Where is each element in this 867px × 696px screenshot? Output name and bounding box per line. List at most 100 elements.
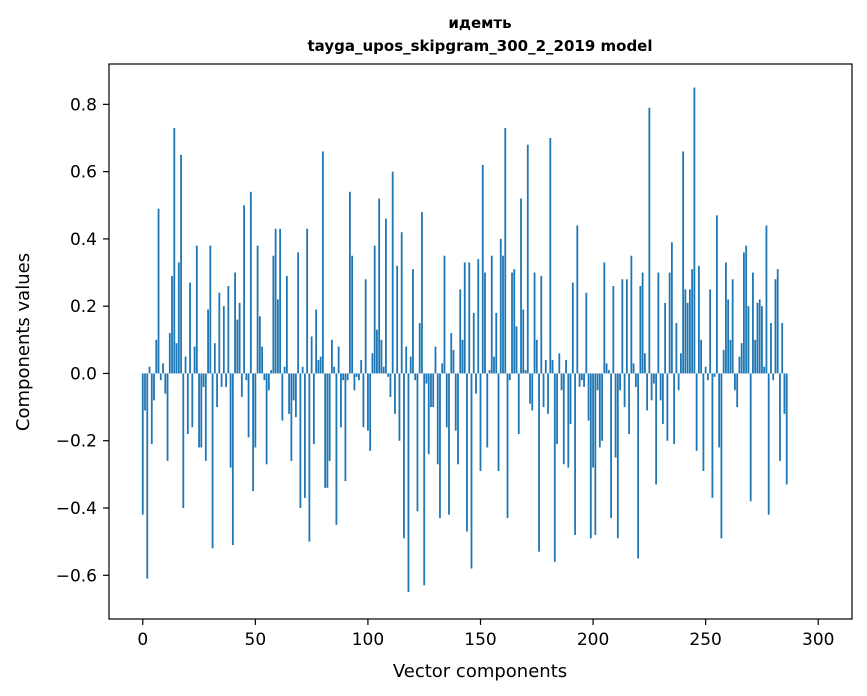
bar: [412, 269, 414, 374]
bar: [445, 373, 448, 428]
bar: [632, 363, 635, 374]
bar: [592, 373, 594, 468]
bar: [265, 373, 268, 465]
bar: [601, 373, 603, 441]
bar: [495, 312, 498, 374]
bar: [362, 373, 365, 428]
bar: [610, 373, 612, 519]
bar: [693, 87, 696, 374]
bar: [263, 373, 266, 381]
bar: [256, 245, 259, 374]
bar: [394, 373, 396, 414]
bar: [770, 323, 772, 374]
bar: [560, 373, 563, 391]
bar: [351, 255, 354, 374]
bar: [605, 363, 608, 374]
bar: [186, 373, 189, 434]
bar: [443, 255, 446, 374]
bar: [168, 333, 171, 374]
bar: [355, 373, 358, 377]
bar: [481, 164, 484, 374]
bar: [677, 373, 680, 391]
bar: [148, 366, 151, 374]
bar: [450, 333, 453, 374]
bar: [321, 151, 324, 374]
bar: [310, 336, 313, 374]
bar: [502, 255, 504, 374]
bar: [211, 373, 214, 549]
bar: [155, 339, 158, 374]
x-tick-label: 200: [577, 630, 609, 650]
bar: [382, 366, 385, 374]
y-tick-label: −0.6: [56, 566, 97, 586]
bar: [434, 346, 437, 374]
bar: [668, 272, 671, 374]
bar: [146, 373, 149, 579]
bar: [306, 228, 309, 374]
bar: [785, 373, 788, 485]
y-tick-label: 0.6: [70, 163, 97, 183]
bar: [380, 339, 383, 374]
bar: [274, 228, 277, 374]
bar: [249, 191, 252, 374]
bar: [707, 373, 709, 381]
bar: [272, 255, 275, 374]
bar: [409, 356, 412, 374]
bar: [414, 373, 417, 381]
bar: [664, 302, 667, 374]
y-tick-label: 0.0: [70, 364, 97, 384]
bar: [497, 373, 500, 471]
bar: [522, 309, 525, 374]
bar: [583, 373, 585, 387]
x-axis-label: Vector components: [393, 661, 567, 682]
y-axis-label: Components values: [13, 253, 34, 431]
bar: [576, 225, 579, 374]
bar: [716, 215, 718, 374]
bar: [202, 373, 205, 387]
bar: [637, 373, 640, 559]
bar: [659, 373, 662, 401]
bar: [761, 306, 763, 374]
bar: [679, 353, 682, 374]
bar: [261, 346, 263, 374]
bar: [598, 373, 601, 448]
bar: [432, 373, 435, 408]
bar: [227, 286, 230, 374]
y-tick-label: −0.4: [56, 499, 97, 519]
bar: [531, 373, 534, 411]
bar: [389, 373, 392, 397]
x-tick-label: 300: [802, 630, 834, 650]
bar: [517, 373, 520, 434]
bar: [319, 356, 322, 374]
bar: [511, 272, 513, 374]
bar: [544, 360, 547, 374]
bar: [466, 373, 468, 532]
bar: [612, 286, 615, 374]
bar: [182, 373, 185, 508]
bar: [538, 373, 540, 552]
bar: [661, 373, 664, 424]
bar: [758, 299, 761, 374]
bar: [301, 366, 304, 374]
bar: [245, 373, 248, 381]
bar: [614, 373, 617, 458]
bar: [700, 339, 703, 374]
bar: [504, 127, 507, 374]
bar: [738, 356, 741, 374]
bar: [752, 272, 754, 374]
bar: [421, 212, 423, 374]
y-tick-label: 0.8: [70, 95, 97, 115]
bar: [236, 319, 239, 374]
bar: [294, 373, 297, 418]
bar: [234, 272, 236, 374]
bar: [542, 373, 545, 408]
bar: [164, 373, 167, 394]
bar: [490, 255, 493, 374]
bar: [207, 309, 209, 374]
bar: [159, 373, 162, 381]
bar: [324, 373, 327, 488]
bar: [655, 373, 658, 485]
bar: [150, 373, 153, 445]
bar: [367, 373, 369, 431]
